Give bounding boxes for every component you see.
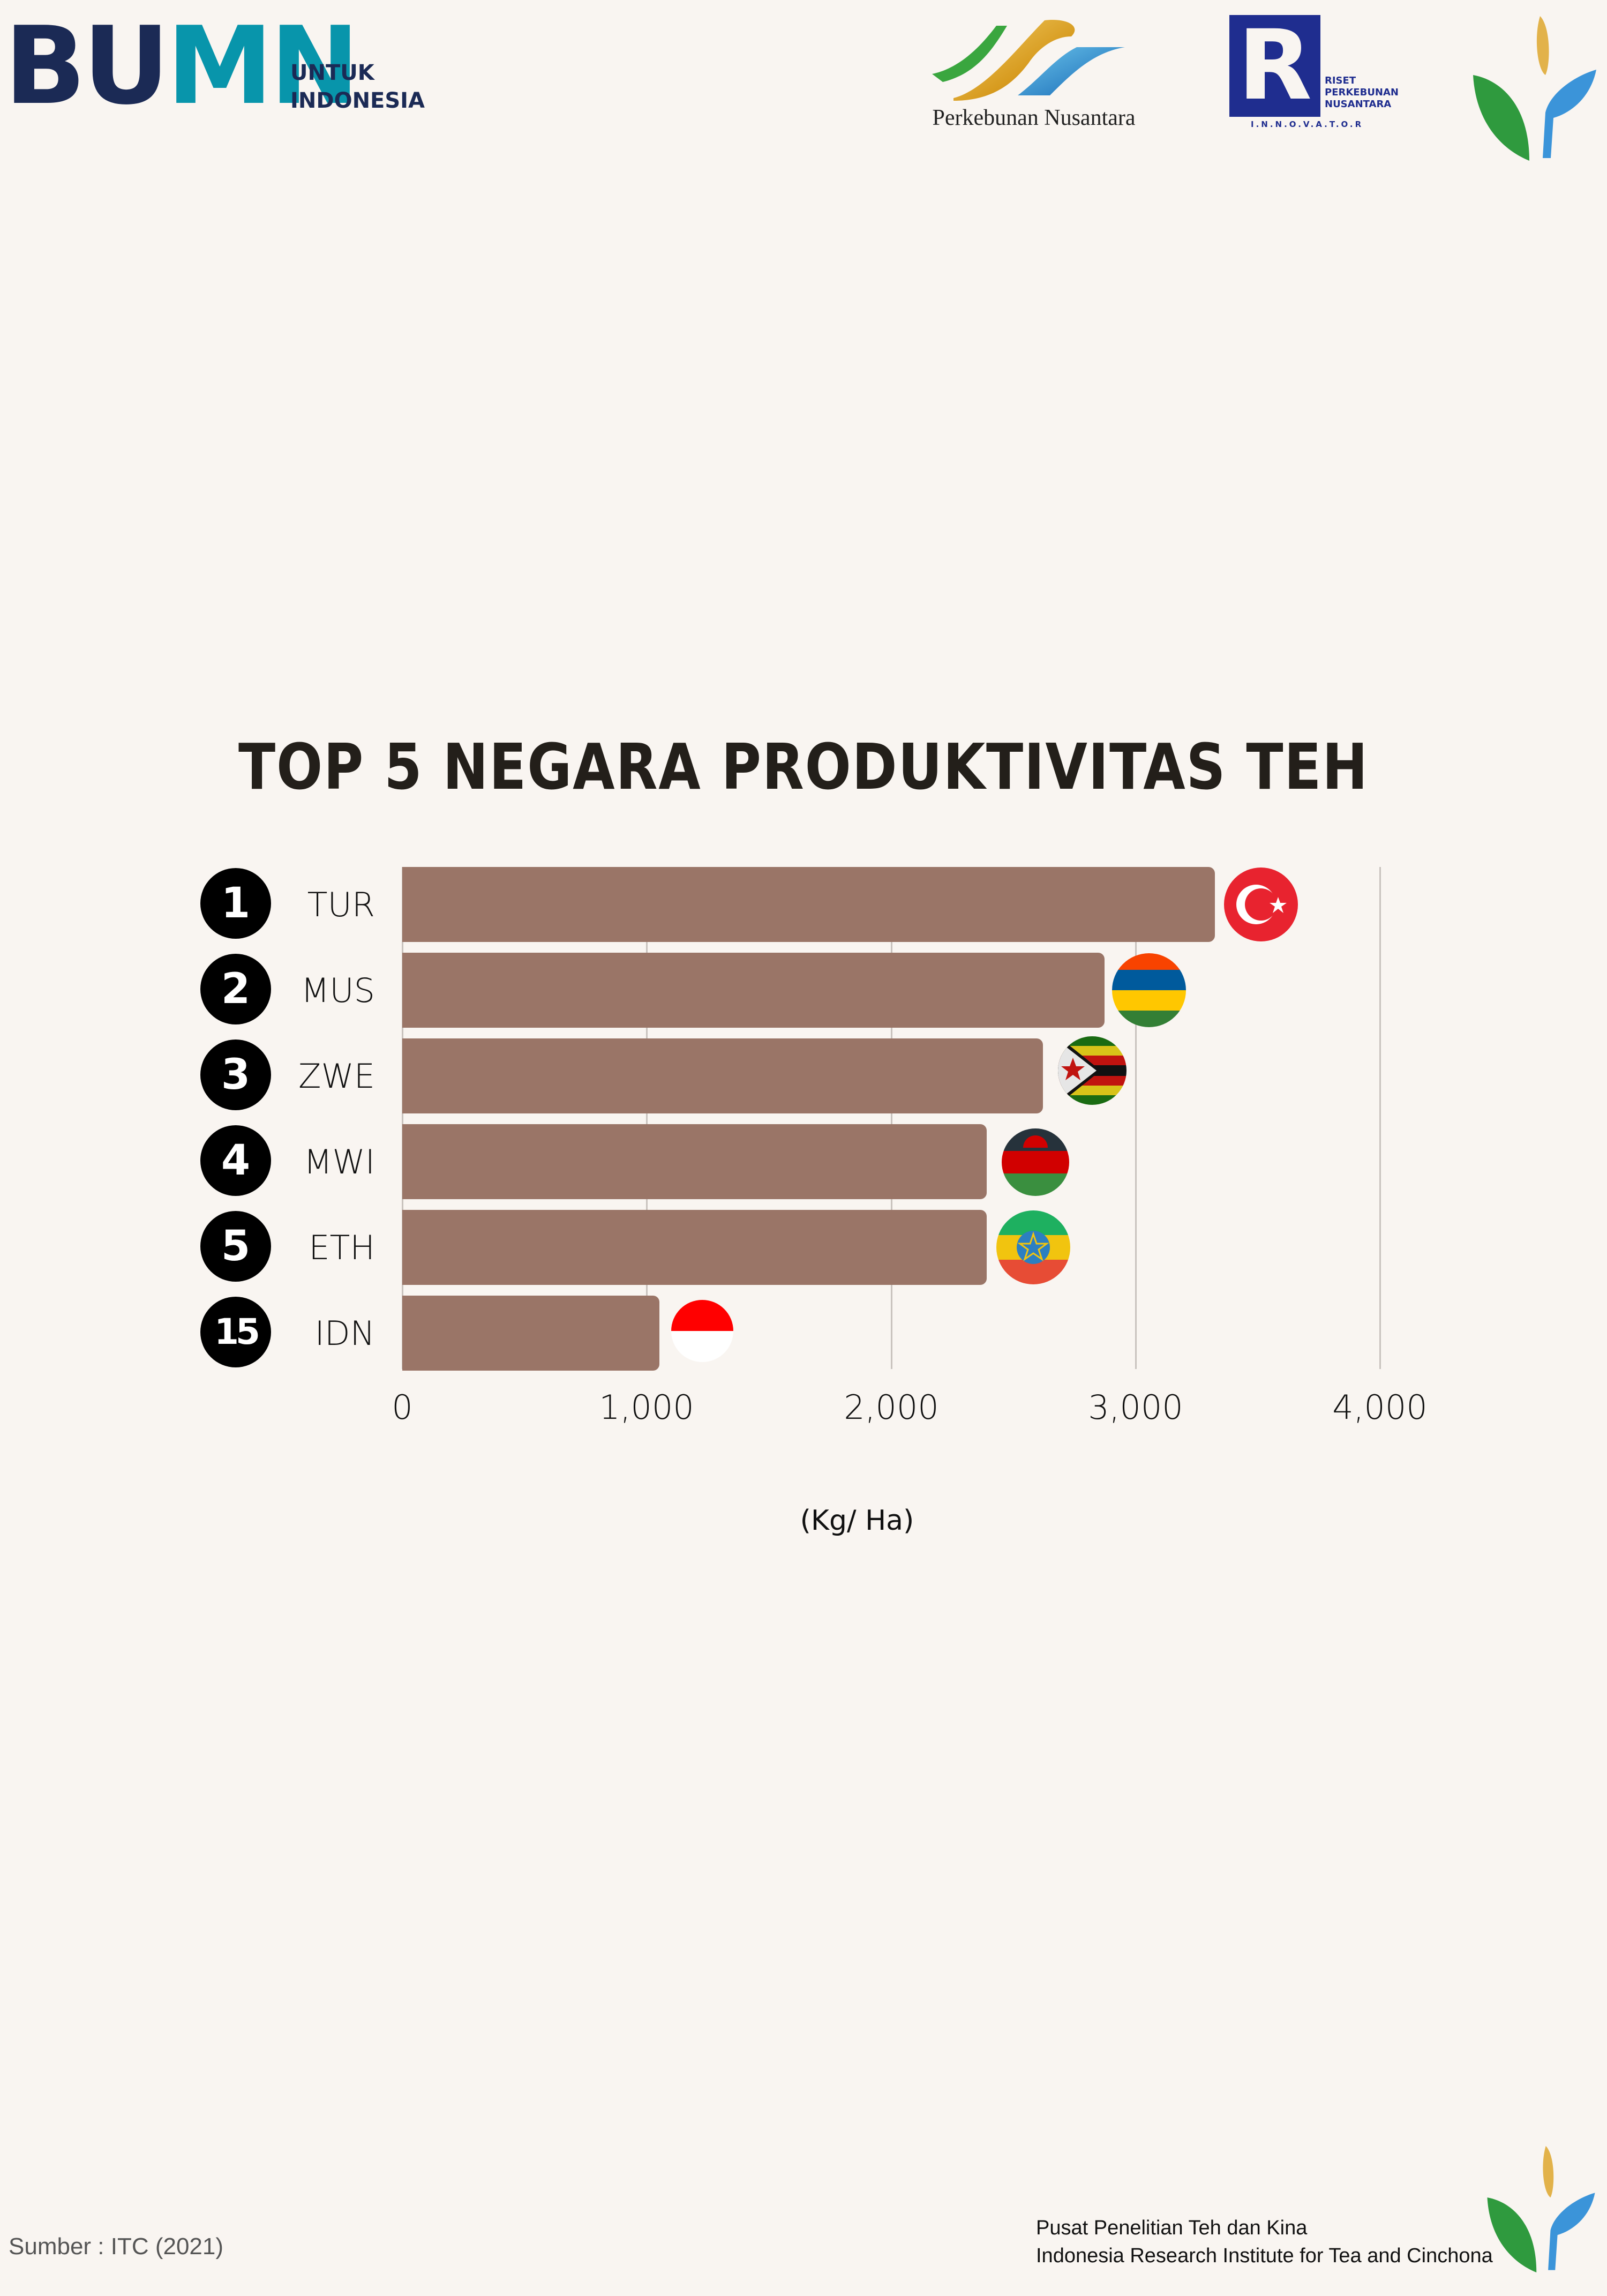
rank-badge: 15 [200,1297,271,1367]
chart-row-eth: 5 ETH [0,1210,1607,1285]
rpn-logo-letter: R [1229,15,1320,117]
institute-name: Pusat Penelitian Teh dan Kina Indonesia … [1036,2214,1493,2270]
country-code: MUS [301,971,375,1010]
bar-mwi [402,1124,987,1199]
bar-chart: 1 TUR 2 MUS 3 ZWE 4 MWI 5 ETH [0,867,1607,1427]
country-code: ETH [309,1228,375,1267]
country-code: ZWE [298,1057,375,1096]
chart-row-mwi: 4 MWI [0,1124,1607,1199]
x-tick-2000: 2,000 [844,1388,939,1427]
chart-title: TOP 5 NEGARA PRODUKTIVITAS TEH [238,730,1369,804]
x-tick-3000: 3,000 [1088,1388,1183,1427]
ptpn-logo: Perkebunan Nusantara [921,15,1146,133]
chart-row-tur: 1 TUR [0,867,1607,942]
zimbabwe-flag-icon [1058,1036,1127,1105]
bumn-logo-dark-letters: BU [4,4,170,129]
bumn-logo: BU MN [4,4,359,129]
chart-row-idn: 15 IDN [0,1296,1607,1371]
leaf-sprout-icon [1470,16,1599,161]
x-tick-1000: 1,000 [599,1388,694,1427]
bumn-logo-tagline: UNTUK INDONESIA [290,59,425,115]
rpn-logo-tagline: I.N.N.O.V.A.T.O.R [1251,119,1364,129]
bumn-tagline-line1: UNTUK [290,61,374,85]
chart-row-zwe: 3 ZWE [0,1036,1607,1113]
bar-eth [402,1210,987,1285]
turkey-flag-icon [1224,867,1298,941]
rpn-logo-text: RISET PERKEBUNAN NUSANTARA [1325,75,1399,110]
x-tick-0: 0 [392,1388,413,1427]
ethiopia-flag-icon [996,1210,1070,1284]
chart-row-mus: 2 MUS [0,953,1607,1028]
country-code: IDN [314,1314,375,1353]
rank-badge: 2 [200,954,271,1024]
rank-badge: 1 [200,868,271,939]
rpn-line-3: NUSANTARA [1325,99,1392,110]
x-tick-4000: 4,000 [1332,1388,1428,1427]
rpn-logo: R RISET PERKEBUNAN NUSANTARA I.N.N.O.V.A… [1229,15,1411,129]
gridline-2000 [891,867,892,1369]
rank-badge: 3 [200,1039,271,1110]
ptpn-logo-text: Perkebunan Nusantara [932,106,1136,130]
gridline-1000 [646,867,648,1369]
gridline-4000 [1379,867,1381,1369]
bumn-logo-teal-letters: MN [166,4,359,129]
institute-name-id: Pusat Penelitian Teh dan Kina [1036,2217,1308,2239]
country-code: MWI [303,1142,375,1181]
indonesia-flag-icon [671,1300,733,1362]
rank-badge: 4 [200,1125,271,1196]
institute-name-en: Indonesia Research Institute for Tea and… [1036,2245,1493,2267]
gridline-3000 [1135,867,1137,1369]
rank-badge: 5 [200,1211,271,1282]
bar-mus [402,953,1105,1028]
bar-idn [402,1296,659,1371]
malawi-flag-icon [1002,1128,1069,1196]
bumn-tagline-line2: INDONESIA [290,88,425,113]
x-axis-label: (Kg/ Ha) [800,1505,914,1537]
mauritius-flag-icon [1112,953,1186,1027]
source-note: Sumber : ITC (2021) [9,2233,224,2260]
country-code: TUR [307,885,375,924]
leaf-sprout-icon [1485,2146,1597,2272]
ptpn-swoosh-icon [932,20,1125,101]
bar-zwe [402,1038,1043,1113]
gridline-0 [402,867,403,1369]
rpn-line-2: PERKEBUNAN [1325,87,1399,98]
rpn-line-1: RISET [1325,75,1356,86]
bar-tur [402,867,1215,942]
